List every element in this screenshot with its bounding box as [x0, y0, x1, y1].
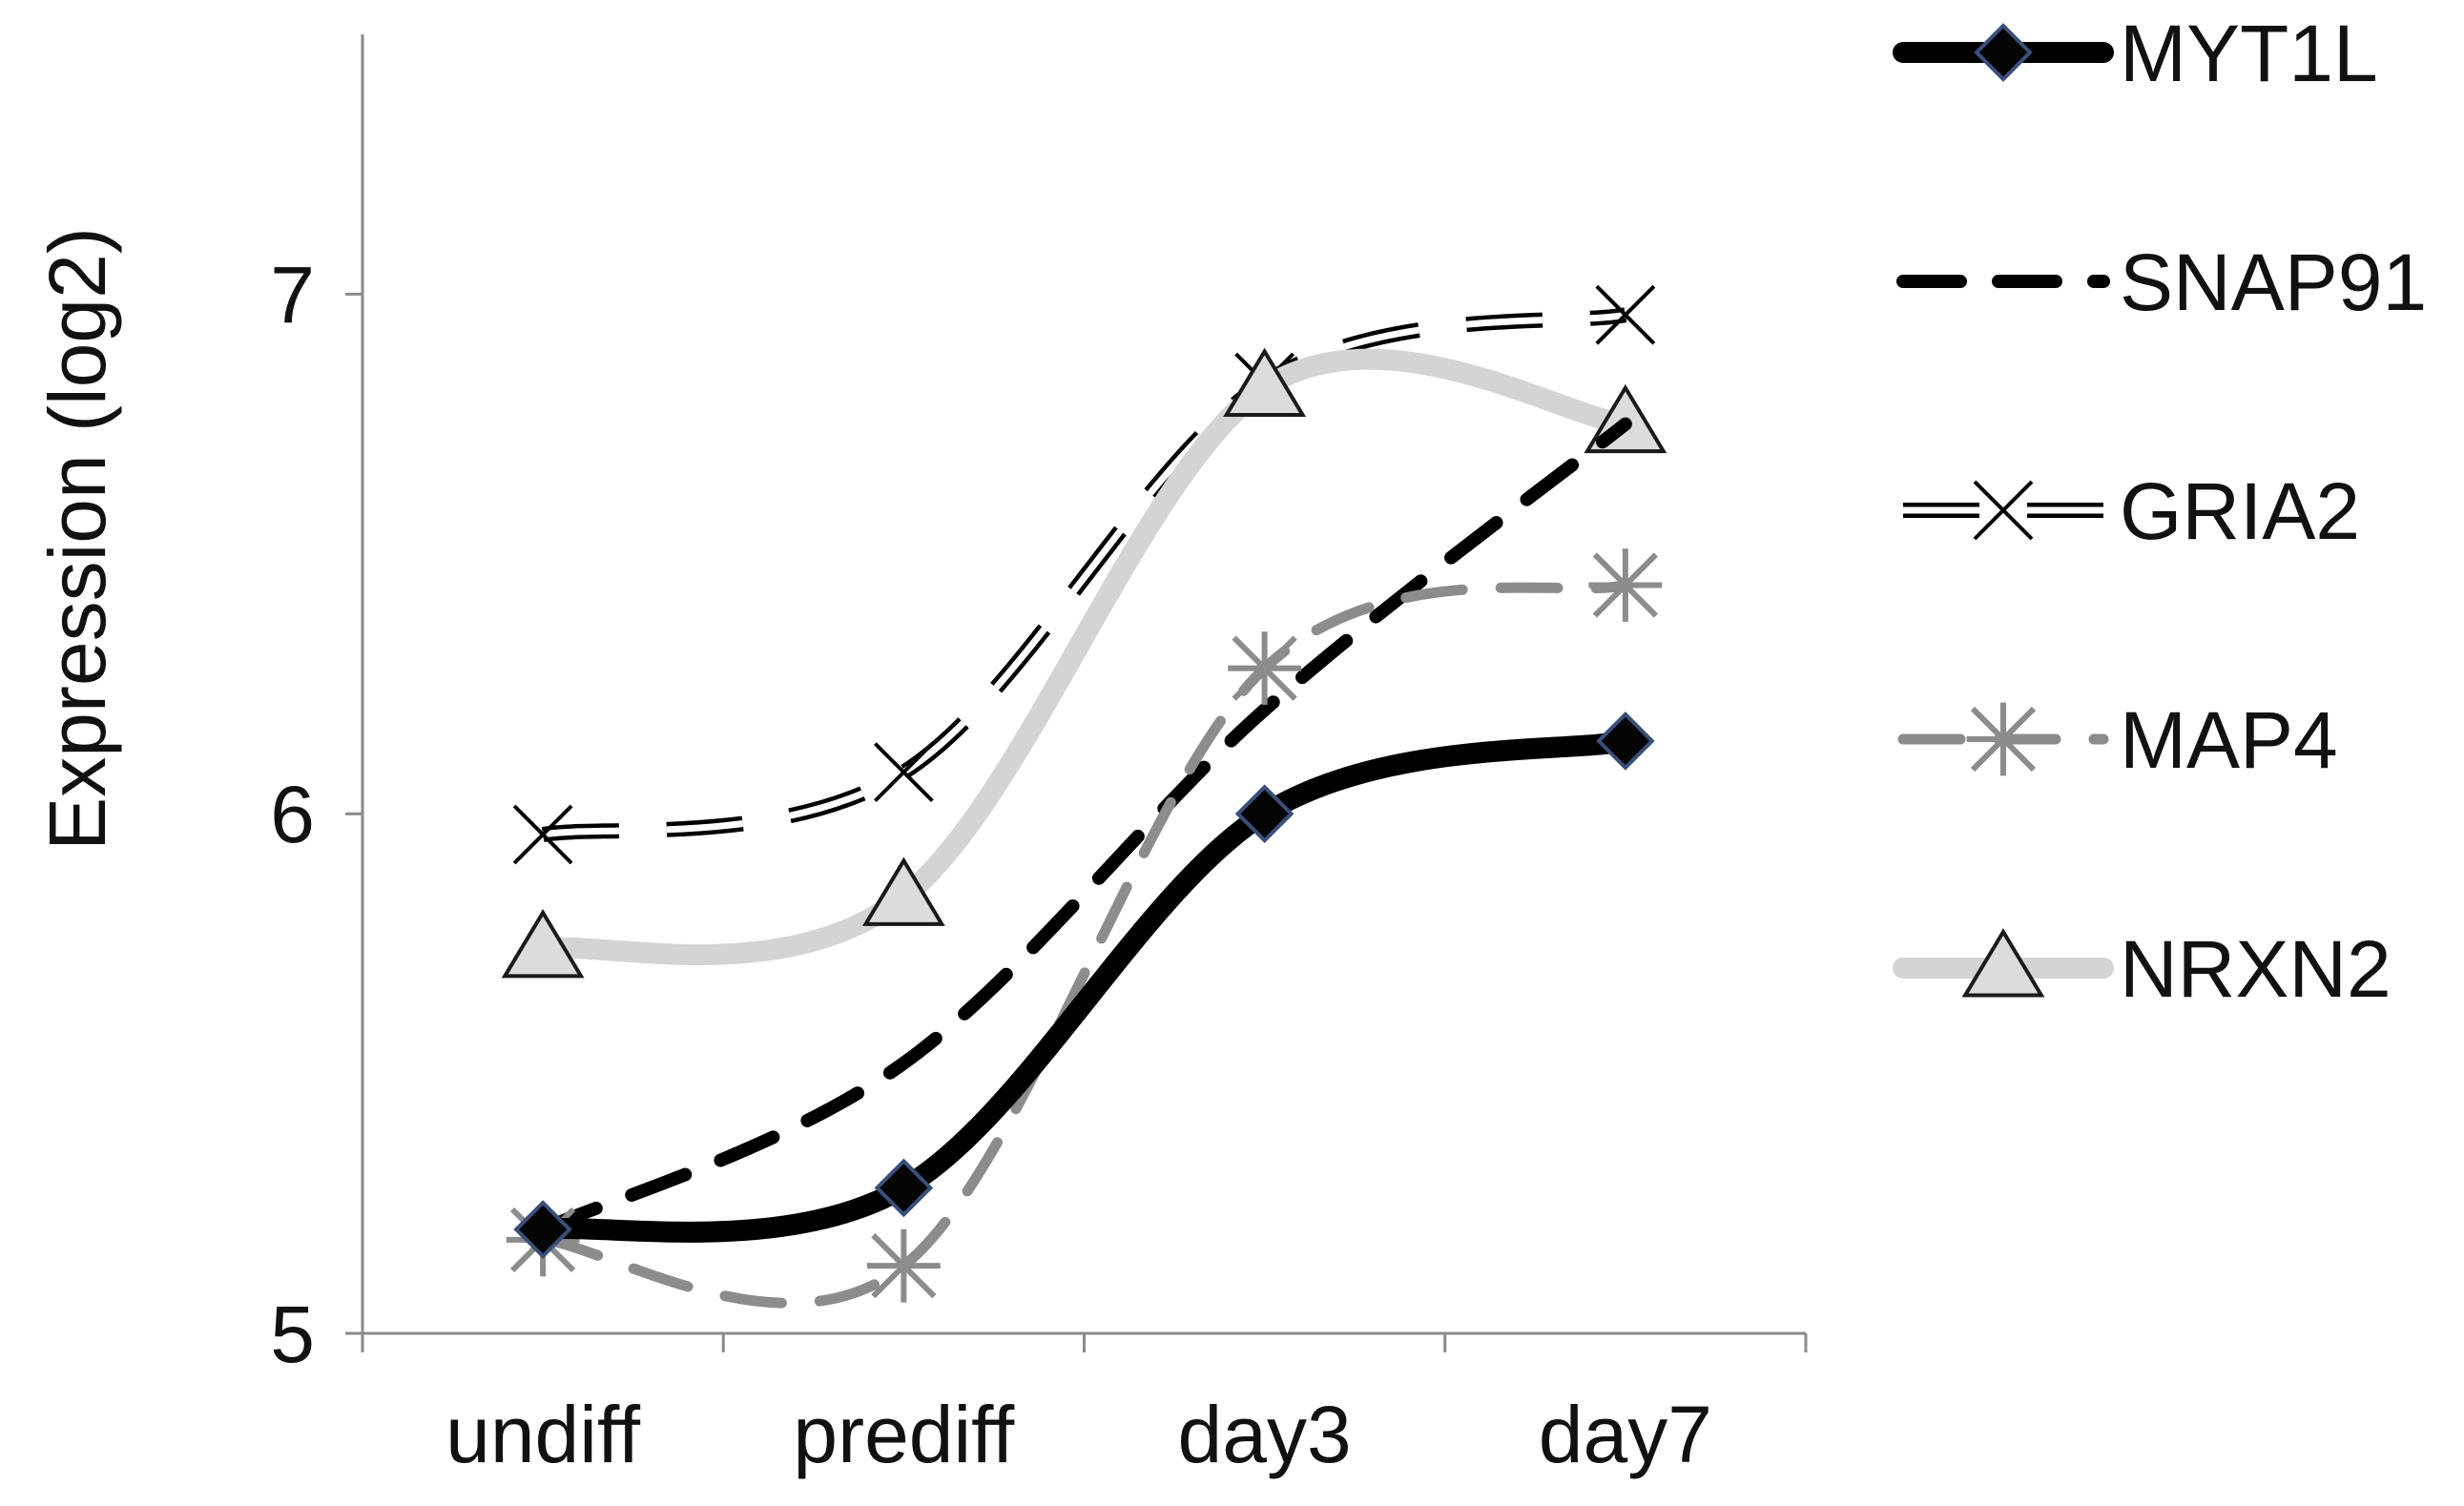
x-tick-label: prediff [793, 1390, 1015, 1479]
data-point-myt1l [1234, 784, 1294, 844]
series-snap91-line [536, 417, 1632, 1237]
axes: 5 6 7 undiff prediff day3 day7 [270, 34, 1808, 1479]
data-point-gria2 [873, 742, 934, 803]
legend-item-snap91: SNAP91 [1896, 237, 2427, 327]
legend-item-map4: MAP4 [1897, 695, 2338, 785]
legend-label-myt1l: MYT1L [2120, 9, 2378, 98]
y-tick-label: 5 [270, 1289, 315, 1379]
series-map4 [506, 548, 1663, 1309]
legend-item-nrxn2: NRXN2 [1893, 924, 2392, 1014]
data-point-nrxn2 [1223, 347, 1307, 417]
series-myt1l [513, 712, 1655, 1259]
legend-label-snap91: SNAP91 [2120, 237, 2427, 327]
legend-label-map4: MAP4 [2120, 695, 2338, 785]
data-point-nrxn2 [501, 908, 585, 979]
series-nrxn2-line [532, 348, 1636, 965]
data-point-gria2 [1595, 284, 1656, 345]
legend-item-myt1l: MYT1L [1893, 9, 2378, 98]
series-map4-line [537, 579, 1631, 1309]
legend-marker-gria2 [1973, 480, 2034, 541]
series-gria2 [512, 284, 1656, 865]
legend-label-nrxn2: NRXN2 [2120, 924, 2392, 1014]
data-point-map4 [866, 1228, 941, 1303]
legend-item-gria2: GRIA2 [1903, 466, 2360, 556]
series-myt1l-line [532, 730, 1636, 1243]
data-point-map4 [1228, 631, 1302, 706]
x-tick-label: undiff [445, 1390, 641, 1479]
series-nrxn2 [501, 347, 1667, 979]
y-tick-label: 7 [270, 250, 315, 340]
y-tick-label: 6 [270, 770, 315, 859]
legend-marker-myt1l [1974, 23, 2033, 82]
data-point-myt1l [1596, 712, 1655, 771]
data-point-map4 [1588, 548, 1663, 622]
series-gria2-line-inner [542, 311, 1626, 838]
legend-marker-nrxn2 [1961, 928, 2045, 998]
data-point-myt1l [513, 1200, 572, 1259]
x-tick-label: day7 [1539, 1390, 1712, 1479]
legend: MYT1L SNAP91 GRIA2 MAP4 NRXN2 [1893, 9, 2427, 1014]
data-point-myt1l [874, 1158, 934, 1218]
series-layer [501, 284, 1667, 1309]
legend-marker-map4 [1966, 702, 2040, 776]
legend-label-gria2: GRIA2 [2120, 466, 2360, 556]
y-axis-label: Expression (log2) [32, 227, 122, 851]
series-snap91 [536, 417, 1632, 1237]
x-tick-label: day3 [1178, 1390, 1352, 1479]
data-point-nrxn2 [861, 856, 945, 926]
data-point-gria2 [512, 804, 573, 865]
